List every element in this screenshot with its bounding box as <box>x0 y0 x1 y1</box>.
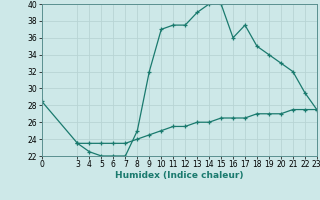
X-axis label: Humidex (Indice chaleur): Humidex (Indice chaleur) <box>115 171 244 180</box>
